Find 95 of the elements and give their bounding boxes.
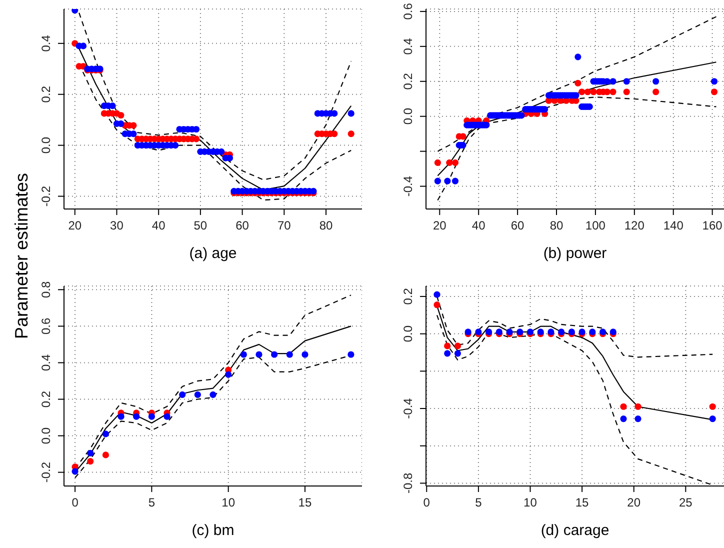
x-tick-label: 60 — [236, 218, 250, 233]
point — [225, 371, 232, 378]
point — [271, 351, 278, 358]
point — [194, 391, 201, 398]
point — [434, 159, 441, 166]
x-tick-label: 40 — [152, 218, 166, 233]
y-tick-label: -0.4 — [401, 398, 415, 419]
point — [118, 413, 124, 420]
x-tick-label: 10 — [222, 496, 236, 510]
x-axis-title: (a) age — [189, 245, 237, 262]
x-tick-label: 25 — [678, 496, 693, 510]
x-tick-label: 120 — [624, 218, 645, 233]
point — [444, 342, 451, 350]
x-axis-title: (d) carage — [540, 522, 610, 539]
x-tick-label: 15 — [575, 496, 590, 510]
x-axis-title: (b) power — [543, 245, 607, 262]
point — [87, 450, 94, 456]
x-tick-label: 30 — [110, 218, 124, 233]
y-tick-label: 0.2 — [39, 86, 53, 103]
y-tick-label: 0.6 — [401, 2, 415, 20]
point — [102, 430, 109, 438]
point — [210, 391, 216, 398]
point — [444, 350, 451, 357]
y-tick-label: 0.2 — [401, 72, 415, 90]
point — [179, 391, 186, 398]
point — [652, 88, 660, 96]
x-axis-title: (c) bm — [192, 522, 234, 539]
y-tick-label: 0.8 — [39, 280, 53, 298]
x-tick-label: 0 — [72, 496, 79, 510]
x-tick-label: 20 — [432, 218, 447, 233]
point — [256, 351, 262, 358]
x-tick-label: 10 — [524, 496, 538, 510]
point — [452, 159, 459, 166]
x-tick-label: 80 — [550, 218, 564, 233]
y-tick-label: -0.2 — [39, 186, 53, 207]
point — [710, 88, 718, 96]
point — [620, 403, 627, 410]
point — [302, 351, 308, 358]
y-tick-label: 0.4 — [39, 34, 53, 52]
y-tick-label: 0.6 — [39, 318, 53, 335]
point — [348, 130, 354, 138]
point — [623, 88, 630, 96]
x-tick-label: 70 — [277, 218, 292, 233]
point — [130, 122, 137, 129]
point — [634, 403, 642, 410]
x-tick-label: 80 — [319, 218, 333, 233]
point — [148, 413, 155, 420]
y-tick-label: 0.0 — [401, 325, 415, 342]
y-tick-label: -0.4 — [401, 176, 415, 197]
point — [72, 468, 78, 475]
point — [240, 351, 247, 358]
x-tick-label: 40 — [472, 218, 486, 233]
y-tick-label: 0.0 — [39, 427, 53, 444]
y-tick-label: 0.2 — [39, 390, 53, 408]
y-tick-label: 0.2 — [401, 288, 415, 305]
point — [709, 403, 716, 410]
point — [164, 413, 170, 420]
x-tick-label: 20 — [68, 218, 82, 233]
point — [286, 351, 293, 358]
point — [590, 88, 597, 96]
point — [102, 452, 109, 458]
point — [634, 415, 642, 422]
point — [454, 350, 462, 357]
x-tick-label: 15 — [298, 496, 312, 510]
point — [610, 88, 616, 96]
point — [331, 130, 338, 138]
point — [446, 159, 453, 166]
point — [434, 302, 440, 308]
x-tick-label: 60 — [510, 218, 525, 233]
y-axis-title: Parameter estimates — [12, 172, 32, 340]
point — [584, 88, 591, 96]
x-tick-label: 140 — [663, 218, 684, 233]
point — [574, 80, 582, 86]
point — [133, 413, 140, 420]
point — [709, 415, 716, 422]
point — [434, 291, 440, 298]
point — [620, 415, 627, 422]
x-tick-label: 20 — [627, 496, 641, 510]
y-tick-label: 0.4 — [39, 354, 53, 372]
y-tick-label: 0.4 — [401, 38, 415, 55]
x-tick-label: 100 — [585, 218, 606, 233]
point — [87, 458, 94, 465]
y-tick-label: -0.8 — [401, 472, 415, 494]
y-tick-label: 0.0 — [39, 136, 53, 154]
x-tick-label: 160 — [702, 218, 723, 233]
x-tick-label: 5 — [475, 496, 482, 510]
y-tick-label: -0.2 — [39, 462, 53, 483]
x-tick-label: 0 — [423, 496, 430, 510]
point — [578, 88, 586, 96]
point — [454, 342, 462, 350]
point — [118, 112, 124, 119]
y-tick-label: 0.0 — [401, 108, 415, 125]
x-tick-label: 5 — [148, 496, 156, 510]
x-tick-label: 50 — [194, 218, 208, 233]
point — [348, 351, 354, 358]
